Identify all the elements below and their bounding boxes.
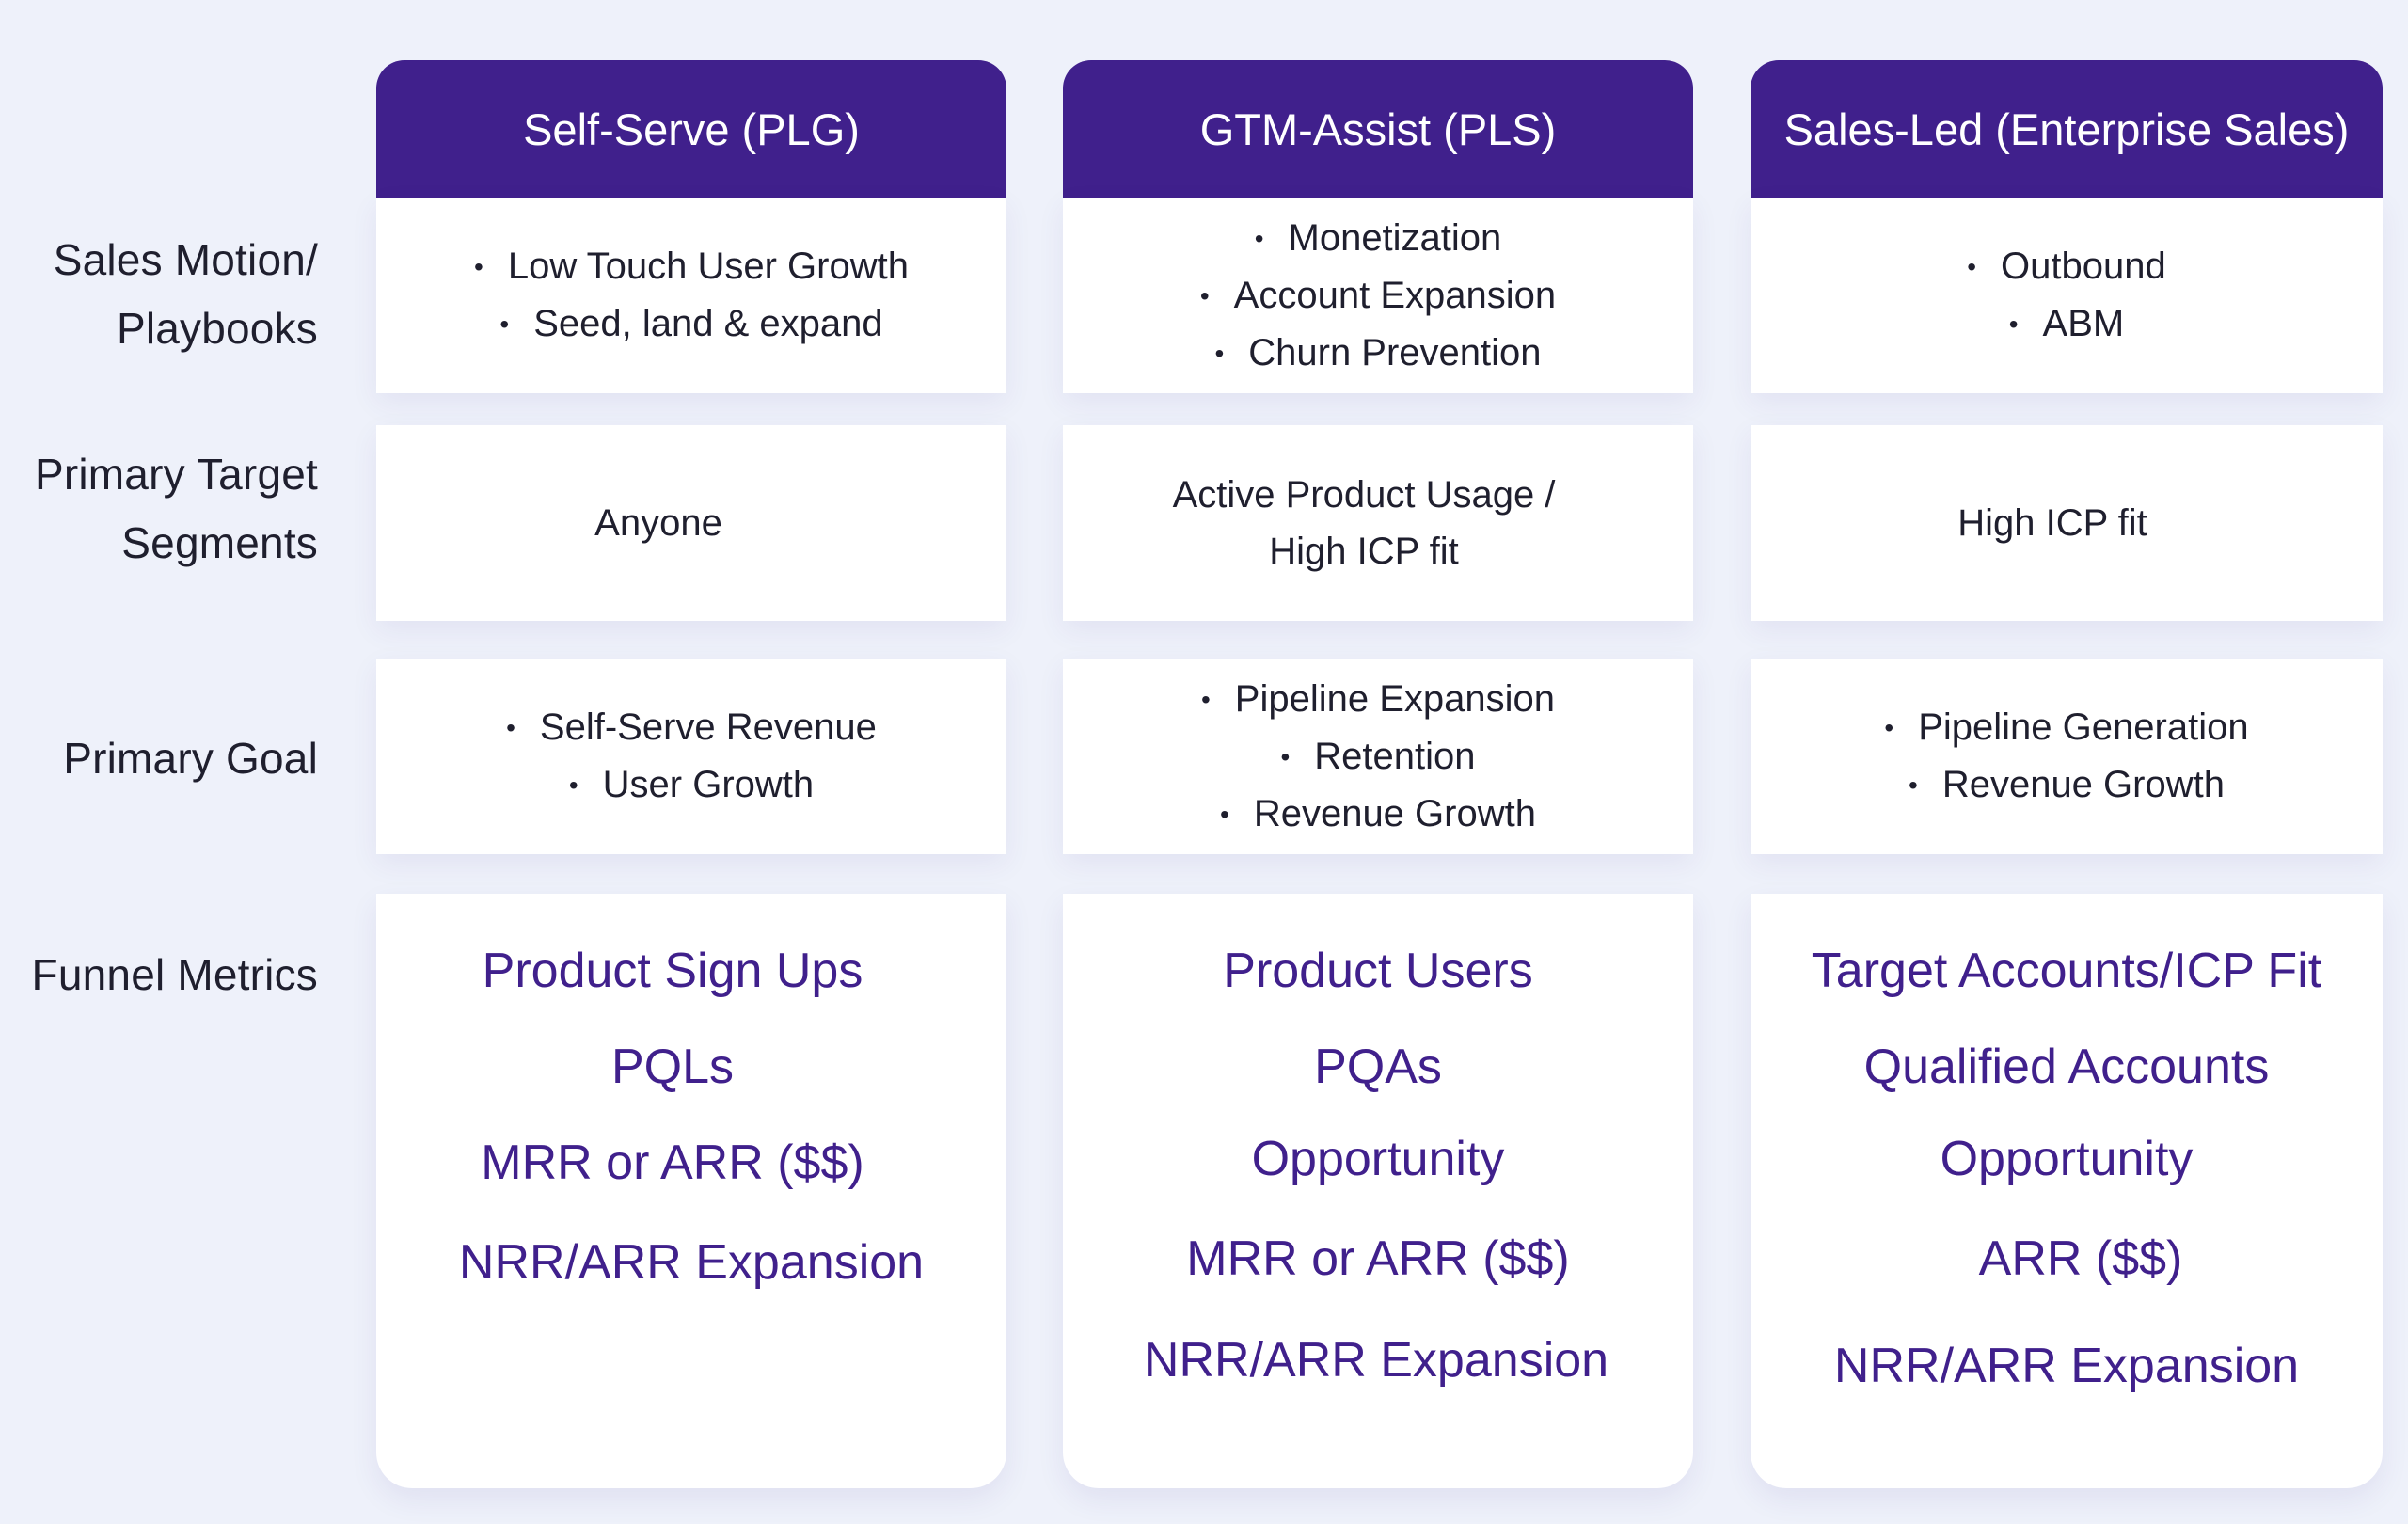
row-label-primary-goal: Primary Goal [63, 734, 318, 783]
metric-item: MRR or ARR ($$) [1186, 1231, 1570, 1286]
cell-funnel-metrics-sales-led: Target Accounts/ICP Fit Qualified Accoun… [1751, 894, 2383, 1488]
cell-funnel-metrics-self-serve: Product Sign Ups PQLs MRR or ARR ($$) NR… [376, 894, 1006, 1488]
metric-item: PQLs [610, 1040, 735, 1094]
row-label-sales-motion: Sales Motion/ Playbooks [53, 235, 318, 353]
cell-primary-goal-gtm-assist: • Pipeline Expansion • Retention • Revenue … [1063, 659, 1693, 854]
metric-item: Opportunity [1251, 1132, 1505, 1186]
cell-target-segments-self-serve: Anyone [376, 425, 1006, 621]
list-item: • Seed, land & expand [499, 303, 883, 344]
cell-sales-motion-self-serve: • Low Touch User Growth • Seed, land & exp… [376, 198, 1006, 393]
metric-item: MRR or ARR ($$) [481, 1135, 864, 1190]
list-item: • Retention [1280, 735, 1476, 777]
row-label-target-segments: Primary Target Segments [34, 450, 318, 567]
list-item: • Low Touch User Growth [474, 246, 909, 287]
cell-target-segments-sales-led: High ICP fit [1751, 425, 2383, 621]
bullet-list: • Self-Serve Revenue • User Growth [506, 699, 877, 814]
cell-target-segments-gtm-assist: Active Product Usage / High ICP fit [1063, 425, 1693, 621]
cell-sales-motion-sales-led: • Outbound • ABM [1751, 198, 2383, 393]
bullet-list: • Low Touch User Growth • Seed, land & exp… [474, 238, 909, 353]
list-item: • ABM [2008, 303, 2125, 344]
metric-item: Target Accounts/ICP Fit [1811, 944, 2322, 998]
metric-item: ARR ($$) [1978, 1231, 2183, 1286]
metric-item: Product Users [1223, 944, 1533, 998]
cell-primary-goal-sales-led: • Pipeline Generation • Revenue Growth [1751, 659, 2383, 854]
list-item: • Monetization [1254, 216, 1502, 259]
metric-item: Qualified Accounts [1863, 1040, 2270, 1094]
list-item: • Account Expansion [1199, 274, 1557, 316]
metric-item: NRR/ARR Expansion [458, 1235, 925, 1290]
row-label-funnel-metrics: Funnel Metrics [31, 950, 318, 999]
cell-primary-goal-self-serve: • Self-Serve Revenue • User Growth [376, 659, 1006, 854]
metric-item: Opportunity [1940, 1132, 2194, 1186]
list-item: • Pipeline Generation [1884, 706, 2249, 748]
metric-item: NRR/ARR Expansion [1143, 1333, 1609, 1388]
cell-sales-motion-gtm-assist: • Monetization • Account Expansion • Churn … [1063, 198, 1693, 393]
column-header-gtm-assist: GTM-Assist (PLS) [1063, 60, 1693, 198]
metric-item: NRR/ARR Expansion [1833, 1339, 2300, 1393]
metric-item: PQAs [1314, 1040, 1442, 1094]
bullet-list: • Outbound • ABM [1967, 238, 2166, 353]
list-item: • Revenue Growth [1909, 764, 2225, 805]
list-item: • Pipeline Expansion [1200, 677, 1556, 720]
bullet-list: • Pipeline Expansion • Retention • Revenue … [1201, 671, 1555, 843]
list-item: • Self-Serve Revenue [506, 706, 877, 748]
list-item: • Revenue Growth [1220, 792, 1536, 834]
column-header-self-serve: Self-Serve (PLG) [376, 60, 1006, 198]
column-header-sales-led: Sales-Led (Enterprise Sales) [1751, 60, 2383, 198]
cell-funnel-metrics-gtm-assist: Product Users PQAs Opportunity MRR or AR… [1063, 894, 1693, 1488]
metric-item: Product Sign Ups [482, 944, 863, 998]
list-item: • Outbound [1967, 246, 2166, 287]
list-item: • Churn Prevention [1214, 331, 1542, 373]
list-item: • User Growth [568, 764, 815, 805]
bullet-list: • Pipeline Generation • Revenue Growth [1884, 699, 2248, 814]
bullet-list: • Monetization • Account Expansion • Churn … [1200, 210, 1556, 382]
